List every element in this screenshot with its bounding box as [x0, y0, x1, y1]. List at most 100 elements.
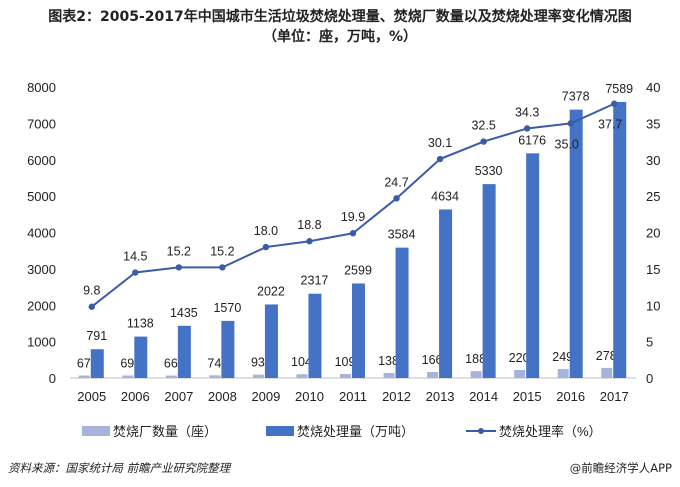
- y-left-tick-label: 7000: [27, 116, 56, 131]
- data-label-capacity: 3584: [388, 228, 416, 242]
- data-label-rate: 35.0: [555, 137, 579, 151]
- data-label-plants: 69: [120, 356, 134, 370]
- data-label-plants: 138: [378, 354, 399, 368]
- bar-plants: [209, 375, 221, 378]
- data-label-rate: 15.2: [210, 244, 234, 258]
- point-rate: [262, 243, 270, 251]
- bar-capacity: [482, 184, 496, 378]
- data-label-plants: 74: [207, 356, 221, 370]
- bar-plants: [78, 375, 90, 378]
- point-rate: [480, 138, 487, 145]
- data-label-capacity: 7378: [562, 90, 590, 104]
- bar-capacity: [177, 325, 191, 378]
- x-tick-label: 2009: [251, 389, 280, 404]
- bar-capacity: [308, 293, 322, 378]
- data-label-capacity: 1435: [170, 306, 198, 320]
- y-left-tick-label: 6000: [27, 153, 56, 168]
- x-tick-label: 2013: [426, 389, 455, 404]
- bar-capacity: [90, 349, 104, 378]
- data-label-capacity: 1138: [127, 317, 154, 331]
- y-right-tick-label: 30: [646, 153, 660, 168]
- data-label-rate: 9.8: [83, 284, 100, 298]
- data-label-rate: 24.7: [384, 175, 408, 189]
- y-right-tick-label: 5: [646, 335, 653, 350]
- point-rate: [132, 269, 139, 276]
- y-left-tick-label: 2000: [27, 298, 56, 313]
- data-label-capacity: 791: [86, 329, 107, 343]
- point-rate: [175, 264, 183, 271]
- bar-plants: [296, 374, 308, 378]
- data-label-plants: 67: [77, 357, 91, 371]
- source-note: 资料来源：国家统计局 前瞻产业研究院整理: [8, 461, 231, 475]
- bar-plants: [165, 375, 177, 378]
- data-label-capacity: 2317: [301, 274, 329, 288]
- point-rate: [567, 120, 574, 127]
- x-tick-label: 2014: [469, 389, 498, 404]
- data-label-capacity: 1570: [213, 301, 241, 315]
- x-tick-label: 2007: [164, 389, 193, 404]
- data-label-rate: 32.5: [471, 119, 495, 133]
- y-right-tick-label: 40: [646, 80, 660, 95]
- bar-plants: [383, 372, 395, 378]
- data-label-rate: 30.1: [428, 136, 452, 150]
- y-left-tick-label: 1000: [27, 335, 56, 350]
- point-rate: [436, 155, 444, 163]
- data-label-rate: 34.3: [515, 105, 539, 119]
- data-label-capacity: 2599: [344, 263, 372, 277]
- bar-capacity: [352, 283, 365, 378]
- legend-label-rate: 焚烧处理率（%）: [499, 424, 602, 439]
- point-rate: [523, 125, 531, 132]
- chart-title: 图表2：2005-2017年中国城市生活垃圾焚烧处理量、焚烧厂数量以及焚烧处理率…: [48, 9, 632, 25]
- data-label-plants: 104: [291, 355, 312, 369]
- data-label-capacity: 6176: [518, 133, 546, 147]
- point-rate: [349, 230, 357, 237]
- y-left-tick-label: 5000: [27, 189, 56, 204]
- y-right-tick-label: 25: [646, 189, 660, 204]
- x-tick-label: 2010: [295, 389, 324, 404]
- bar-plants: [122, 375, 134, 378]
- x-tick-label: 2011: [339, 389, 367, 404]
- data-label-capacity: 7589: [605, 82, 633, 96]
- x-tick-label: 2016: [556, 389, 585, 404]
- data-label-plants: 109: [335, 355, 356, 369]
- point-rate: [611, 100, 618, 107]
- y-right-tick-label: 20: [646, 226, 660, 241]
- x-tick-label: 2005: [77, 389, 106, 404]
- x-tick-label: 2006: [121, 389, 150, 404]
- y-left-tick-label: 0: [49, 371, 56, 386]
- chart-subtitle: （单位：座，万吨，%）: [262, 29, 418, 45]
- data-label-plants: 220: [509, 351, 530, 365]
- bar-plants: [557, 368, 569, 378]
- legend-swatch-plants: [82, 426, 110, 436]
- bar-capacity: [395, 247, 409, 378]
- bar-plants: [427, 371, 439, 378]
- bar-capacity: [439, 209, 453, 378]
- data-label-rate: 19.9: [341, 210, 365, 224]
- bar-plants: [340, 374, 351, 378]
- data-label-capacity: 5330: [475, 164, 503, 178]
- data-label-plants: 93: [251, 356, 265, 370]
- y-right-tick-label: 0: [646, 371, 653, 386]
- legend-swatch-capacity: [266, 426, 294, 436]
- x-tick-label: 2012: [382, 389, 411, 404]
- y-left-tick-label: 3000: [27, 262, 56, 277]
- x-tick-label: 2017: [600, 389, 629, 404]
- data-label-rate: 18.8: [297, 218, 321, 232]
- data-label-rate: 14.5: [123, 250, 147, 264]
- bar-plants: [601, 367, 613, 378]
- legend-label-capacity: 焚烧处理量（万吨）: [297, 424, 414, 439]
- legend-label-plants: 焚烧厂数量（座）: [113, 424, 217, 439]
- point-rate: [219, 264, 226, 271]
- data-label-plants: 166: [422, 353, 443, 367]
- data-label-rate: 18.0: [254, 224, 278, 238]
- data-label-plants: 188: [465, 352, 486, 366]
- data-label-rate: 15.2: [167, 244, 191, 258]
- data-label-capacity: 4634: [431, 189, 459, 203]
- y-right-tick-label: 10: [646, 298, 660, 313]
- bar-plants: [252, 374, 264, 378]
- point-rate: [306, 238, 313, 245]
- data-label-capacity: 2022: [257, 284, 285, 298]
- bar-plants: [514, 369, 526, 378]
- bar-capacity: [613, 101, 627, 378]
